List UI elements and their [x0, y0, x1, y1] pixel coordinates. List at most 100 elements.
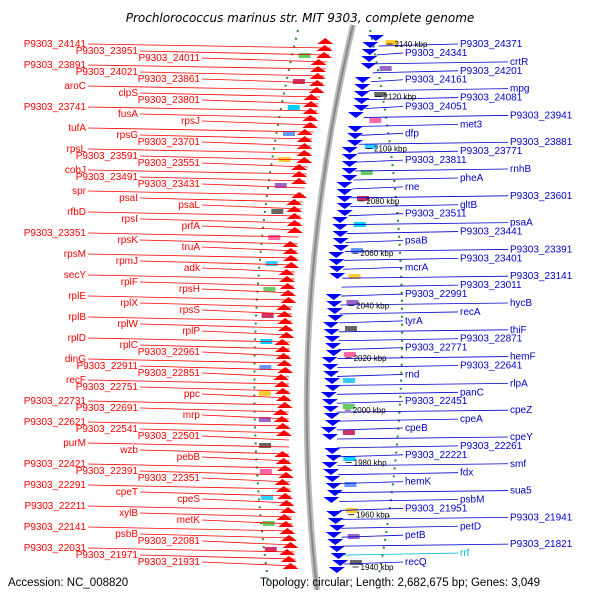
label-leader-line: [201, 393, 289, 399]
reverse-gene-arrow: [336, 210, 353, 216]
gene-label-left: P9303_22541: [76, 424, 139, 435]
gene-label-right: psaA: [510, 218, 533, 229]
feature-block: [258, 417, 271, 422]
gene-label-left: fusA: [118, 109, 138, 120]
label-leader-line: [340, 516, 509, 520]
label-leader-line: [372, 70, 459, 74]
gene-label-left: P9303_23701: [138, 137, 201, 148]
label-leader-line: [339, 320, 404, 324]
reverse-gene-arrow: [325, 343, 342, 349]
gene-label-right: rnd: [405, 369, 419, 380]
reverse-gene-arrow: [329, 525, 346, 531]
label-leader-line: [201, 540, 295, 546]
label-leader-line: [201, 477, 291, 483]
feature-block: [259, 469, 272, 474]
label-leader-line: [139, 281, 294, 287]
reverse-gene-arrow: [341, 147, 358, 153]
gene-label-left: psbB: [115, 529, 138, 540]
label-leader-line: [341, 525, 459, 529]
tick-label: 1940 kbp: [361, 563, 394, 572]
label-leader-line: [347, 222, 509, 226]
gene-label-left: purM: [63, 438, 86, 449]
left-label-leaders: [87, 43, 331, 567]
gene-label-right: P9303_22871: [460, 334, 523, 345]
gene-label-right: thiF: [510, 325, 527, 336]
gene-label-right: fdx: [460, 468, 473, 479]
reverse-gene-arrow: [322, 322, 339, 328]
reverse-gene-arrow: [347, 112, 364, 118]
gene-label-left: prfA: [182, 221, 201, 232]
reverse-gene-arrow: [332, 560, 349, 566]
reverse-gene-arrow: [325, 483, 342, 489]
gene-label-left: P9303_23591: [76, 151, 139, 162]
gene-label-left: cpeS: [177, 494, 200, 505]
gene-label-right: P9303_22991: [405, 289, 468, 300]
feature-block: [360, 170, 373, 175]
reverse-gene-arrow: [331, 217, 348, 223]
gene-label-right: P9303_23941: [510, 110, 573, 121]
tick-label: 2020 kbp: [354, 354, 387, 363]
feature-block: [271, 209, 284, 214]
gene-label-left: rpsL: [67, 144, 87, 155]
feature-block: [342, 404, 355, 409]
gene-label-right: hycB: [510, 298, 533, 309]
label-leader-line: [87, 337, 291, 343]
feature-block: [265, 261, 278, 266]
label-leader-line: [139, 344, 291, 350]
reverse-gene-arrow: [328, 252, 345, 258]
reverse-gene-arrow: [329, 273, 346, 279]
gene-label-left: rplB: [68, 312, 86, 323]
gene-label-right: P9303_24371: [460, 39, 523, 50]
label-leader-line: [139, 470, 290, 476]
gc-content-ring: [253, 29, 404, 581]
label-leader-line: [139, 260, 296, 266]
reverse-gene-arrow: [341, 168, 358, 174]
label-leader-line: [345, 240, 404, 243]
gene-label-left: spr: [72, 186, 87, 197]
gene-label-right: P9303_23401: [460, 253, 523, 264]
label-leader-line: [362, 123, 459, 127]
label-leader-line: [340, 293, 404, 297]
label-leader-line: [87, 358, 290, 364]
gene-label-left: P9303_22211: [24, 501, 86, 512]
feature-block: [274, 183, 287, 188]
gene-label-left: adk: [184, 263, 201, 274]
label-leader-line: [201, 57, 328, 63]
label-leader-line: [139, 302, 293, 308]
label-leader-line: [336, 418, 459, 422]
feature-block: [343, 378, 356, 383]
label-leader-line: [337, 445, 459, 449]
label-leader-line: [139, 155, 309, 161]
label-leader-line: [342, 275, 509, 279]
feature-block: [350, 248, 363, 253]
tick-label: 2140 kbp: [395, 40, 428, 49]
gene-label-left: secY: [64, 270, 87, 281]
reverse-gene-arrow: [328, 567, 345, 573]
label-leader-line: [201, 267, 296, 273]
label-leader-line: [376, 52, 404, 56]
feature-block: [283, 131, 296, 136]
label-leader-line: [338, 329, 509, 333]
label-leader-line: [363, 115, 509, 118]
label-leader-line: [359, 141, 509, 145]
label-leader-line: [201, 435, 290, 441]
gene-label-right: P9303_22641: [460, 361, 523, 372]
gene-label-left: rplE: [68, 291, 86, 302]
gene-label-left: rpsS: [179, 305, 200, 316]
gene-label-left: cpeT: [116, 487, 138, 498]
reverse-gene-arrow: [354, 84, 371, 90]
feature-block: [268, 235, 281, 240]
label-leader-line: [139, 134, 313, 140]
feature-block: [262, 521, 275, 526]
reverse-gene-arrow: [336, 182, 353, 188]
gene-label-right: cpeY: [510, 432, 533, 443]
label-leader-line: [87, 190, 304, 196]
gene-label-left: clpS: [119, 88, 139, 99]
gene-label-left: P9303_22911: [76, 361, 138, 372]
label-leader-line: [87, 85, 322, 91]
label-leader-line: [201, 288, 294, 294]
gene-label-left: P9303_24021: [76, 67, 139, 78]
label-leader-line: [344, 249, 509, 252]
gene-label-right: panC: [460, 387, 484, 398]
